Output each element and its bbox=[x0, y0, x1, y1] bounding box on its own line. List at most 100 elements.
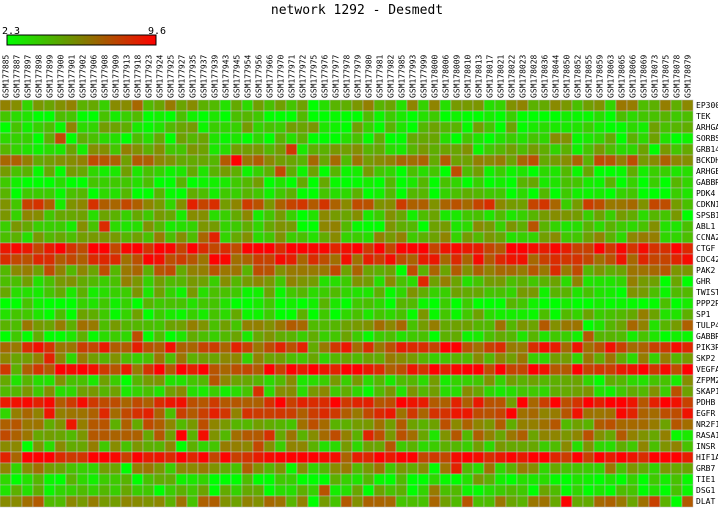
heatmap-cell bbox=[98, 319, 111, 332]
heatmap-cell bbox=[593, 484, 606, 497]
heatmap-cell bbox=[648, 143, 661, 156]
heatmap-cell bbox=[263, 143, 276, 156]
heatmap-cell bbox=[659, 385, 672, 398]
heatmap-cell bbox=[296, 484, 309, 497]
heatmap-cell bbox=[439, 407, 452, 420]
heatmap-cell bbox=[274, 396, 287, 409]
heatmap-cell bbox=[681, 132, 694, 145]
heatmap-cell bbox=[560, 319, 573, 332]
heatmap-cell bbox=[252, 385, 265, 398]
heatmap-cell bbox=[395, 143, 408, 156]
heatmap-cell bbox=[406, 451, 419, 464]
heatmap-cell bbox=[505, 473, 518, 486]
heatmap-cell bbox=[406, 231, 419, 244]
heatmap-cell bbox=[274, 253, 287, 266]
heatmap-cell bbox=[593, 308, 606, 321]
heatmap-cell bbox=[560, 231, 573, 244]
heatmap-cell bbox=[582, 473, 595, 486]
heatmap-cell bbox=[626, 99, 639, 112]
heatmap-cell bbox=[538, 341, 551, 354]
heatmap-cell bbox=[450, 341, 463, 354]
heatmap-cell bbox=[98, 242, 111, 255]
heatmap-cell bbox=[153, 110, 166, 123]
heatmap-cell bbox=[417, 341, 430, 354]
heatmap-cell bbox=[439, 286, 452, 299]
heatmap-cell bbox=[263, 264, 276, 277]
heatmap-cell bbox=[274, 363, 287, 376]
heatmap-cell bbox=[472, 99, 485, 112]
heatmap-cell bbox=[296, 308, 309, 321]
heatmap-cell bbox=[417, 319, 430, 332]
heatmap-cell bbox=[505, 396, 518, 409]
heatmap-cell bbox=[626, 121, 639, 134]
heatmap-cell bbox=[54, 407, 67, 420]
heatmap-cell bbox=[604, 264, 617, 277]
column-label: GSM177935 bbox=[189, 54, 198, 98]
heatmap-cell bbox=[439, 220, 452, 233]
heatmap-cell bbox=[406, 297, 419, 310]
heatmap-cell bbox=[263, 363, 276, 376]
heatmap-cell bbox=[153, 231, 166, 244]
heatmap-cell bbox=[626, 407, 639, 420]
heatmap-cell bbox=[131, 374, 144, 387]
heatmap-cell bbox=[186, 363, 199, 376]
heatmap-cell bbox=[98, 187, 111, 200]
heatmap-cell bbox=[109, 352, 122, 365]
column-label: GSM177918 bbox=[134, 54, 143, 98]
heatmap-cell bbox=[164, 165, 177, 178]
heatmap-cell bbox=[637, 286, 650, 299]
heatmap-cell bbox=[32, 308, 45, 321]
heatmap-cell bbox=[604, 418, 617, 431]
heatmap-cell bbox=[681, 220, 694, 233]
heatmap-cell bbox=[593, 418, 606, 431]
heatmap-cell bbox=[472, 396, 485, 409]
heatmap-cell bbox=[626, 253, 639, 266]
heatmap-cell bbox=[615, 121, 628, 134]
heatmap-cell bbox=[21, 495, 34, 508]
heatmap-cell bbox=[681, 165, 694, 178]
heatmap-cell bbox=[450, 231, 463, 244]
heatmap-cell bbox=[428, 209, 441, 222]
heatmap-cell bbox=[395, 231, 408, 244]
heatmap-cell bbox=[505, 231, 518, 244]
heatmap-cell bbox=[252, 341, 265, 354]
heatmap-cell bbox=[571, 407, 584, 420]
heatmap-cell bbox=[582, 132, 595, 145]
heatmap-cell bbox=[373, 396, 386, 409]
heatmap-cell bbox=[450, 319, 463, 332]
heatmap-cell bbox=[197, 330, 210, 343]
heatmap-cell bbox=[285, 495, 298, 508]
heatmap-cell bbox=[626, 220, 639, 233]
row-label: PDHB bbox=[696, 398, 715, 407]
heatmap-cell bbox=[43, 484, 56, 497]
heatmap-cell bbox=[571, 352, 584, 365]
heatmap-cell bbox=[505, 154, 518, 167]
heatmap-cell bbox=[340, 253, 353, 266]
heatmap-cell bbox=[461, 308, 474, 321]
heatmap-cell bbox=[153, 473, 166, 486]
heatmap-cell bbox=[406, 242, 419, 255]
heatmap-cell bbox=[285, 275, 298, 288]
heatmap-cell bbox=[494, 165, 507, 178]
heatmap-cell bbox=[230, 495, 243, 508]
heatmap-cell bbox=[32, 451, 45, 464]
heatmap-cell bbox=[450, 308, 463, 321]
heatmap-cell bbox=[351, 396, 364, 409]
heatmap-cell bbox=[318, 220, 331, 233]
heatmap-cell bbox=[516, 242, 529, 255]
heatmap-cell bbox=[362, 242, 375, 255]
heatmap-cell bbox=[417, 143, 430, 156]
heatmap-cell bbox=[0, 319, 12, 332]
heatmap-cell bbox=[527, 385, 540, 398]
heatmap-cell bbox=[230, 352, 243, 365]
heatmap-cell bbox=[494, 297, 507, 310]
heatmap-cell bbox=[648, 363, 661, 376]
heatmap-cell bbox=[285, 176, 298, 189]
column-label: GSM178078 bbox=[673, 54, 682, 98]
heatmap-cell bbox=[648, 187, 661, 200]
heatmap-cell bbox=[637, 154, 650, 167]
heatmap-cell bbox=[571, 121, 584, 134]
heatmap-cell bbox=[307, 220, 320, 233]
heatmap-cell bbox=[175, 154, 188, 167]
heatmap-cell bbox=[373, 99, 386, 112]
